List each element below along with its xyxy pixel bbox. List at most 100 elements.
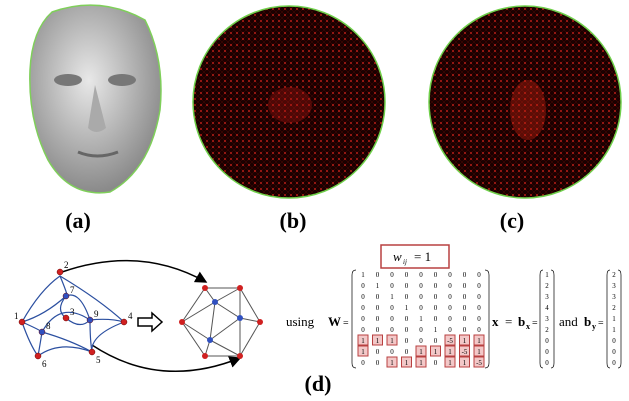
node-label: 7	[70, 285, 75, 295]
matrix-entry: 0	[361, 326, 365, 334]
matrix-entry: 1	[376, 282, 380, 290]
matrix-entry: 0	[434, 337, 438, 345]
matrix-entry: 0	[463, 315, 467, 323]
matrix-entry: 1	[361, 271, 365, 279]
panel-label: (c)	[500, 208, 524, 233]
node	[237, 353, 243, 359]
arrow	[62, 261, 206, 282]
matrix-entry: 0	[463, 304, 467, 312]
matrix-entry: 0	[376, 271, 380, 279]
node	[87, 317, 93, 323]
matrix-entry: 0	[419, 326, 423, 334]
matrix-entry: 1	[448, 359, 452, 367]
panel-label: (a)	[65, 208, 91, 233]
node	[212, 299, 218, 305]
bx: b	[518, 314, 525, 329]
matrix-entry: 0	[376, 326, 380, 334]
matrix-entry: 0	[405, 293, 409, 301]
matrix-entry: 1	[376, 337, 380, 345]
vector-entry: 2	[545, 282, 549, 290]
matrix-entry: 0	[361, 315, 365, 323]
vector-entry: 0	[545, 359, 549, 367]
vector-entry: 3	[612, 282, 616, 290]
matrix-entry: 0	[405, 315, 409, 323]
matrix-entry: 1	[448, 348, 452, 356]
vectors: 123432000233211000	[540, 270, 621, 368]
matrix-entry: 0	[477, 326, 481, 334]
matrix-entry: 0	[448, 293, 452, 301]
node	[39, 329, 45, 335]
arrow	[92, 345, 240, 371]
vector-entry: 0	[612, 337, 616, 345]
matrix-entry: 1	[390, 293, 394, 301]
matrix-entry: 0	[477, 293, 481, 301]
node-label: 6	[42, 359, 47, 369]
matrix-entry: 1	[419, 348, 423, 356]
matrix-entry: 1	[405, 304, 409, 312]
node-label: 1	[14, 311, 19, 321]
matrix-name: W	[328, 314, 341, 329]
unknown: x	[492, 314, 499, 329]
vector-entry: 3	[612, 293, 616, 301]
equals: =	[598, 318, 604, 329]
panel-label: (d)	[305, 371, 332, 396]
matrix-entry: 0	[434, 315, 438, 323]
by-subscript: y	[592, 322, 596, 331]
matrix-entry: 0	[463, 271, 467, 279]
matrix-entry: 0	[405, 348, 409, 356]
eye	[108, 74, 136, 86]
implies-arrow	[138, 313, 162, 331]
matrix-entry: 0	[405, 337, 409, 345]
node	[257, 319, 263, 325]
matrix: 1000000000100000000010000000001000000000…	[358, 271, 484, 367]
matrix-entry: 0	[477, 304, 481, 312]
weight-subscript: ij	[403, 258, 407, 266]
node-label: 3	[70, 307, 75, 317]
highlight	[268, 87, 312, 123]
matrix-entry: 0	[390, 271, 394, 279]
node	[121, 319, 127, 325]
matrix-entry: 1	[434, 348, 438, 356]
node	[89, 349, 95, 355]
node	[207, 337, 213, 343]
matrix-entry: 0	[448, 326, 452, 334]
matrix-entry: -5	[476, 359, 482, 367]
node	[63, 315, 69, 321]
highlight	[510, 80, 546, 140]
matrix-entry: 0	[477, 315, 481, 323]
vector-entry: 1	[545, 271, 549, 279]
matrix-entry: 0	[419, 304, 423, 312]
matrix-entry: 0	[477, 282, 481, 290]
matrix-entry: 1	[463, 337, 467, 345]
matrix-entry: -5	[462, 348, 468, 356]
matrix-entry: 1	[390, 337, 394, 345]
using: using	[286, 314, 315, 329]
matrix-entry: 1	[477, 348, 481, 356]
node	[35, 353, 41, 359]
panel-label: (b)	[280, 208, 307, 233]
matrix-entry: 0	[419, 337, 423, 345]
planar-graph	[182, 288, 260, 356]
vector-entry: 1	[612, 315, 616, 323]
eye	[54, 74, 82, 86]
matrix-entry: 0	[448, 304, 452, 312]
vector-entry: 1	[612, 326, 616, 334]
matrix-entry: 0	[434, 304, 438, 312]
node	[63, 293, 69, 299]
vector-entry: 0	[612, 348, 616, 356]
matrix-entry: 0	[390, 348, 394, 356]
and: and	[559, 314, 578, 329]
matrix-entry: 0	[390, 326, 394, 334]
matrix-entry: 0	[405, 282, 409, 290]
vector-entry: 0	[612, 359, 616, 367]
node-label: 9	[94, 309, 99, 319]
node-label: 8	[46, 321, 51, 331]
matrix-entry: 0	[434, 271, 438, 279]
node	[202, 285, 208, 291]
matrix-entry: 0	[463, 282, 467, 290]
node	[179, 319, 185, 325]
matrix-entry: 0	[405, 271, 409, 279]
equals: =	[505, 314, 512, 329]
matrix-entry: 0	[376, 359, 380, 367]
vector-entry: 2	[612, 304, 616, 312]
